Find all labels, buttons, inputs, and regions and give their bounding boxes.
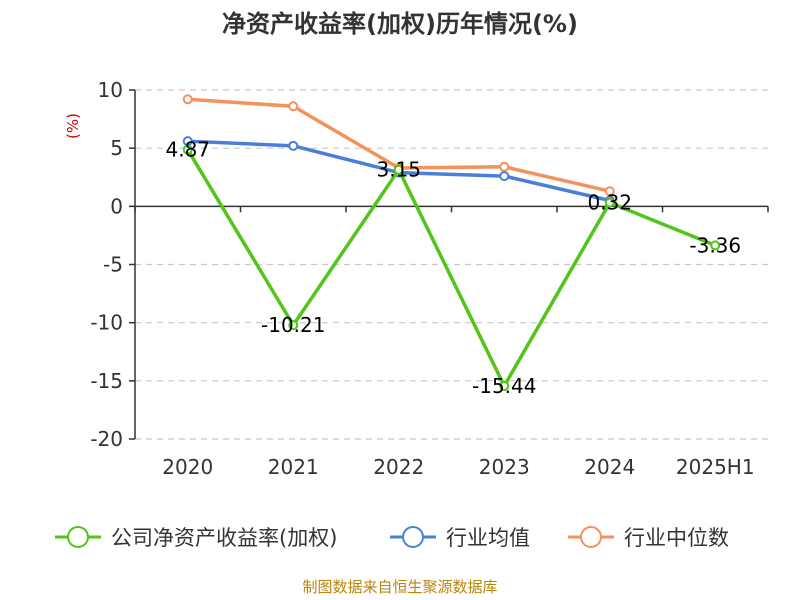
- series-point: [604, 186, 615, 197]
- series-point: [288, 320, 299, 331]
- data-label: 4.87: [165, 138, 210, 162]
- series-point: [710, 240, 721, 251]
- series-point: [499, 161, 510, 172]
- series-point: [499, 171, 510, 182]
- x-tick-label: 2024: [584, 455, 635, 479]
- y-tick-label: 10: [98, 78, 123, 102]
- x-tick-label: 2022: [373, 455, 424, 479]
- source-note: 制图数据来自恒生聚源数据库: [302, 578, 497, 596]
- data-label: -3.36: [689, 233, 741, 257]
- legend-label: 行业均值: [446, 526, 530, 550]
- x-tick-label: 2023: [479, 455, 530, 479]
- y-axis-label: (%): [64, 113, 82, 139]
- x-tick-label: 2025H1: [676, 455, 755, 479]
- data-label: 3.15: [376, 158, 421, 182]
- data-label: -10.21: [261, 313, 325, 337]
- y-tick-label: 5: [110, 136, 123, 160]
- data-labels: 4.87 -10.21 3.15 -15.44 0.32 -3.36: [165, 138, 741, 398]
- x-tick-label: 2020: [162, 455, 213, 479]
- y-tick-label: -5: [103, 253, 123, 277]
- series-layer: [182, 94, 721, 391]
- series-point: [604, 197, 615, 208]
- y-tick-label: -15: [90, 369, 123, 393]
- legend-item-0[interactable]: 公司净资产收益率(加权): [55, 526, 337, 550]
- legend-marker: [67, 526, 89, 548]
- legend-marker: [402, 526, 424, 548]
- series-point: [288, 140, 299, 151]
- legend-marker: [580, 526, 602, 548]
- legend-item-2[interactable]: 行业中位数: [568, 526, 729, 550]
- series-point: [182, 94, 193, 105]
- series-point: [288, 101, 299, 112]
- series-line-0: [186, 148, 716, 388]
- legend-label: 公司净资产收益率(加权): [111, 526, 337, 550]
- legend[interactable]: 公司净资产收益率(加权) 行业均值 行业中位数: [55, 526, 729, 550]
- y-tick-label: 0: [110, 194, 123, 218]
- x-tick-label: 2021: [268, 455, 319, 479]
- chart-title: 净资产收益率(加权)历年情况(%): [222, 10, 578, 38]
- y-tick-label: -10: [90, 311, 123, 335]
- axes: 10 5 0 -5 -10 -15 -20 2020 2021 2022 2023 2024 2025H…: [90, 78, 769, 479]
- y-tick-label: -20: [90, 427, 123, 451]
- legend-item-1[interactable]: 行业均值: [390, 526, 530, 550]
- data-label: 0.32: [587, 191, 632, 215]
- legend-label: 行业中位数: [624, 526, 729, 550]
- series-point: [393, 164, 404, 175]
- series-point: [499, 380, 510, 391]
- series-point: [182, 144, 193, 155]
- data-label: -15.44: [472, 374, 536, 398]
